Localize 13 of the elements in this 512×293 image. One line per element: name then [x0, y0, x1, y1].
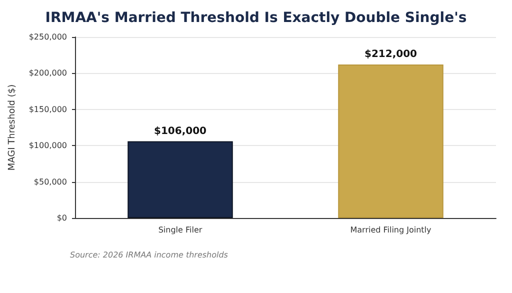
- y-tick-label: $200,000: [28, 68, 67, 78]
- x-tick-label: Married Filing Jointly: [350, 226, 432, 234]
- y-tick-label: $250,000: [28, 32, 67, 42]
- data-label: $106,000: [154, 126, 207, 137]
- chart-title: IRMAA's Married Threshold Is Exactly Double Single's: [45, 10, 467, 26]
- source-note: Source: 2026 IRMAA income thresholds: [70, 250, 228, 260]
- y-tick-label: $0: [56, 214, 67, 222]
- data-label: $212,000: [364, 49, 418, 60]
- y-tick-label: $100,000: [28, 141, 67, 150]
- x-tick-label: Single Filer: [158, 226, 203, 234]
- y-axis-title: MAGI Threshold ($): [8, 84, 18, 171]
- y-tick-label: $50,000: [34, 177, 67, 186]
- y-tick-label: $150,000: [28, 104, 67, 114]
